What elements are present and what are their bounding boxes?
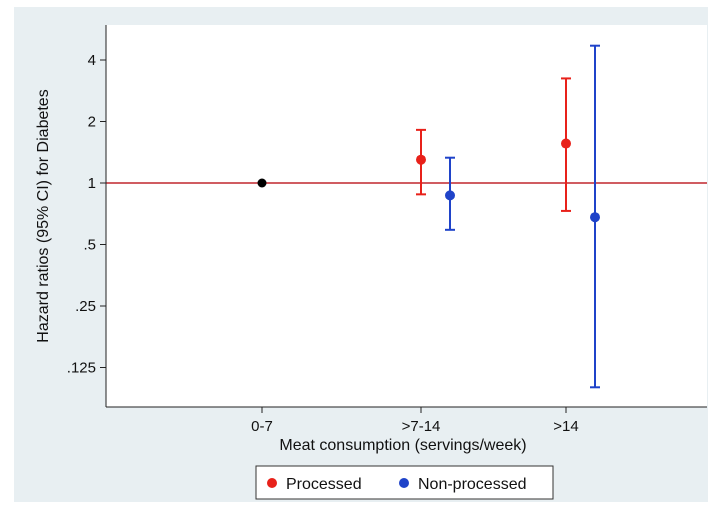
data-point [416,154,426,165]
legend-label-processed: Processed [286,476,362,493]
data-point [590,212,600,223]
legend-marker-processed [267,478,277,488]
x-tick-label: 0-7 [251,418,273,435]
x-tick-label: >14 [553,418,578,435]
y-tick-label: 2 [88,114,96,131]
y-tick-label: 1 [88,175,96,192]
data-point [445,190,455,201]
y-tick-label: .25 [75,298,96,315]
reference-point [257,178,267,188]
plot-area [106,25,707,407]
legend: Processed Non-processed [255,465,554,500]
x-axis-title: Meat consumption (servings/week) [279,437,526,454]
y-tick-label: .5 [83,237,96,254]
y-tick-label: 4 [88,52,96,69]
y-axis-title: Hazard ratios (95% CI) for Diabetes [35,89,52,342]
x-tick-label: >7-14 [402,418,441,435]
y-tick-label: .125 [67,360,96,377]
chart-figure: .125 .25 .5 1 2 4 0-7 >7-14 >14 Hazard ratios (… [14,7,708,502]
chart-svg: .125 .25 .5 1 2 4 0-7 >7-14 >14 Hazard ratios (… [35,25,707,500]
data-point [561,138,571,149]
legend-label-non-processed: Non-processed [418,476,527,493]
legend-marker-non-processed [399,478,409,488]
